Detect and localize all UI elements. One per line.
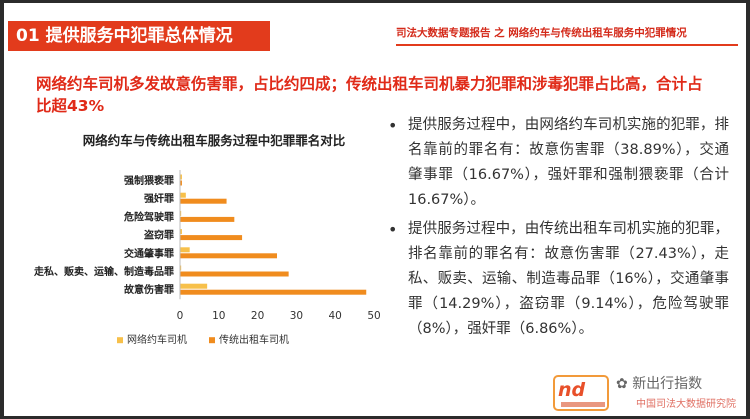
bar-online bbox=[180, 265, 182, 271]
legend-label: 网络约车司机 bbox=[127, 333, 187, 346]
category-label: 故意伤害罪 bbox=[124, 283, 174, 296]
section-title: 01 提供服务中犯罪总体情况 bbox=[8, 21, 270, 51]
wechat-watermark: ✿ 新出行指数 bbox=[616, 373, 702, 393]
x-tick-label: 40 bbox=[329, 310, 342, 322]
wechat-icon: ✿ bbox=[616, 376, 628, 392]
slide: 01 提供服务中犯罪总体情况 司法大数据专题报告 之 网络约车与传统出租车服务中… bbox=[4, 3, 746, 416]
x-tick-label: 0 bbox=[177, 310, 184, 322]
bullet-list: • 提供服务过程中，由网络约车司机实施的犯罪，排名靠前的罪名有：故意伤害罪（38… bbox=[384, 113, 729, 342]
bullet-online-text: 提供服务过程中，由网络约车司机实施的犯罪，排名靠前的罪名有：故意伤害罪（38.8… bbox=[408, 117, 729, 208]
bar-online bbox=[180, 247, 190, 253]
x-tick-label: 20 bbox=[251, 310, 264, 322]
bar-taxi bbox=[180, 180, 182, 186]
bullet-online: • 提供服务过程中，由网络约车司机实施的犯罪，排名靠前的罪名有：故意伤害罪（38… bbox=[384, 113, 729, 213]
bar-online bbox=[180, 283, 208, 289]
court-watermark: 中国司法大数据研究院 bbox=[636, 399, 736, 410]
bullet-dot-icon: • bbox=[388, 116, 398, 135]
bar-taxi bbox=[180, 253, 277, 259]
x-tick-label: 50 bbox=[367, 310, 380, 322]
nd-logo: nd bbox=[553, 375, 609, 411]
category-label: 强制猥亵罪 bbox=[124, 174, 174, 187]
category-label: 危险驾驶罪 bbox=[124, 210, 174, 223]
bar-taxi bbox=[180, 289, 367, 295]
bullet-dot-icon: • bbox=[388, 220, 398, 239]
bullet-taxi-text: 提供服务过程中，由传统出租车司机实施的犯罪，排名靠前的罪名有：故意伤害罪（27.… bbox=[408, 221, 729, 337]
category-label: 强奸罪 bbox=[144, 192, 174, 205]
category-label: 走私、贩卖、运输、制造毒品罪 bbox=[33, 265, 174, 278]
x-tick-label: 10 bbox=[212, 310, 225, 322]
legend-swatch bbox=[209, 337, 215, 344]
bullet-taxi: • 提供服务过程中，由传统出租车司机实施的犯罪，排名靠前的罪名有：故意伤害罪（2… bbox=[384, 217, 729, 342]
bar-online bbox=[180, 192, 186, 198]
bar-online bbox=[180, 229, 182, 235]
bar-taxi bbox=[180, 198, 227, 204]
bar-online bbox=[180, 174, 182, 180]
nd-logo-mark: nd bbox=[558, 379, 586, 401]
bar-taxi bbox=[180, 235, 243, 241]
chart-title: 网络约车与传统出租车服务过程中犯罪罪名对比 bbox=[83, 133, 346, 148]
bar-taxi bbox=[180, 271, 289, 277]
bar-online bbox=[180, 210, 182, 216]
bar-chart: 网络约车与传统出租车服务过程中犯罪罪名对比 强制猥亵罪强奸罪危险驾驶罪盗窃罪交通… bbox=[33, 133, 381, 346]
legend-swatch bbox=[117, 337, 123, 344]
nd-logo-underline bbox=[561, 402, 605, 407]
legend-label: 传统出租车司机 bbox=[219, 333, 289, 346]
report-tag: 司法大数据专题报告 之 网络约车与传统出租车服务中犯罪情况 bbox=[396, 27, 687, 39]
category-label: 交通肇事罪 bbox=[124, 247, 174, 260]
headline: 网络约车司机多发故意伤害罪，占比约四成；传统出租车司机暴力犯罪和涉毒犯罪占比高，… bbox=[36, 75, 703, 115]
category-label: 盗窃罪 bbox=[144, 229, 174, 242]
header-rule bbox=[396, 44, 738, 46]
wechat-name: 新出行指数 bbox=[632, 376, 703, 392]
x-tick-label: 30 bbox=[290, 310, 303, 322]
bar-taxi bbox=[180, 216, 235, 222]
